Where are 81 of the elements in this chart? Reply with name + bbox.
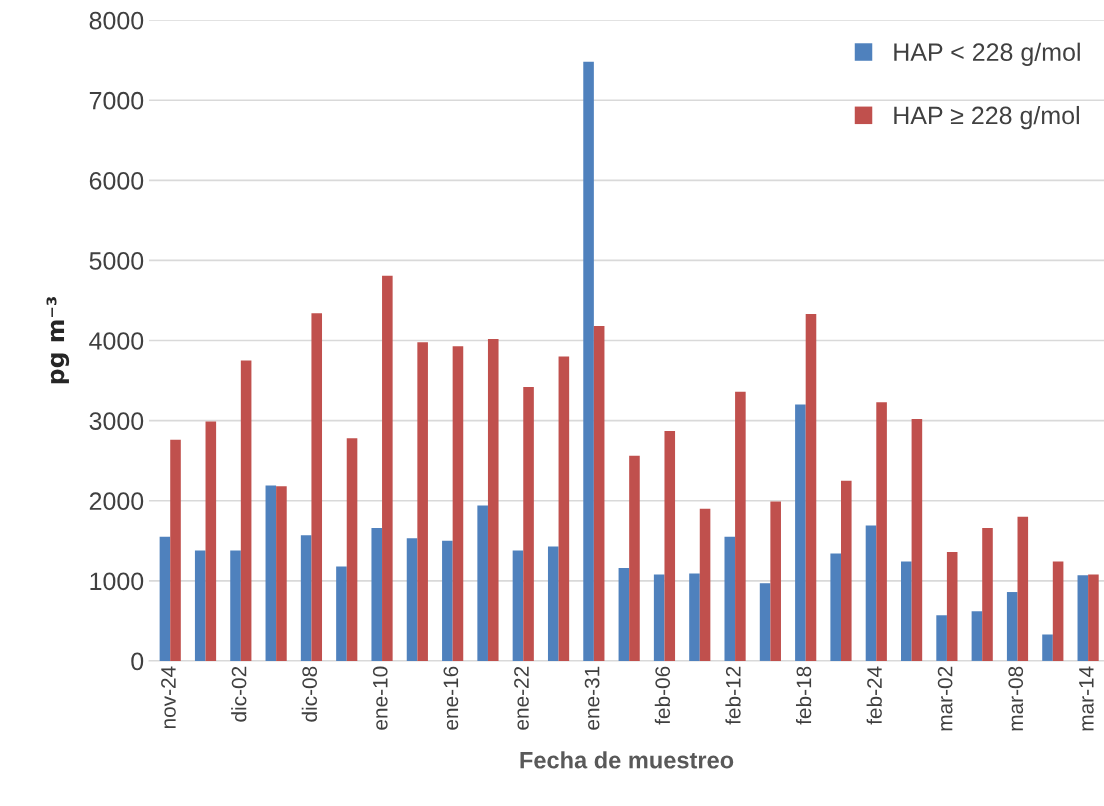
- x-tick-label: ene-31: [584, 666, 600, 730]
- bar: [699, 508, 711, 661]
- bar: [759, 583, 771, 661]
- y-tick-label: 1000: [90, 572, 144, 591]
- bar: [442, 540, 453, 661]
- x-tick-label: feb-12: [725, 666, 741, 725]
- bar: [770, 501, 781, 661]
- bar: [583, 61, 594, 661]
- y-tick-label: 0: [131, 652, 144, 671]
- bar: [205, 421, 217, 661]
- bar: [795, 404, 806, 661]
- bar: [629, 455, 640, 661]
- bar: [735, 391, 746, 661]
- bar: [840, 480, 852, 661]
- bar: [371, 527, 383, 661]
- bar: [593, 326, 605, 661]
- bar: [547, 546, 559, 661]
- y-tick-label: 4000: [89, 332, 144, 350]
- bar: [406, 538, 418, 661]
- bar: [159, 536, 171, 661]
- bar: [982, 527, 993, 661]
- bar: [194, 550, 206, 661]
- x-tick-label: ene-10: [372, 666, 388, 730]
- x-tick-label: mar-02: [937, 666, 953, 731]
- bar: [876, 402, 887, 661]
- bar: [346, 438, 358, 661]
- y-tick-label: 3000: [89, 412, 144, 430]
- bar: [865, 525, 877, 661]
- bar: [911, 419, 923, 661]
- x-axis-title: Fecha de muestreo: [520, 751, 734, 769]
- x-tick-label: feb-06: [654, 666, 671, 725]
- bar: [452, 346, 464, 661]
- bar: [830, 553, 841, 661]
- bar: [240, 360, 252, 661]
- x-tick-label: feb-18: [795, 666, 812, 725]
- x-tick-label: mar-08: [1008, 666, 1024, 731]
- legend-label: HAP ≥ 228 g/mol: [894, 105, 1079, 130]
- bar: [170, 439, 181, 661]
- bar: [1042, 634, 1053, 661]
- x-tick-label: dic-08: [301, 666, 318, 722]
- bar: [1052, 561, 1064, 661]
- bar: [276, 486, 287, 661]
- bar: [336, 566, 347, 661]
- y-tick-label: 8000: [89, 11, 144, 30]
- bar: [487, 338, 499, 661]
- bar: [946, 551, 958, 661]
- bar: [1088, 574, 1099, 661]
- x-tick-label: dic-02: [231, 666, 247, 722]
- bar: [971, 611, 983, 661]
- bar: [1017, 516, 1029, 661]
- bar: [382, 275, 393, 661]
- y-tick-label: 5000: [89, 252, 144, 270]
- y-axis-title: pg m⁻³: [46, 297, 70, 384]
- bar: [936, 615, 947, 661]
- bar: [724, 536, 736, 661]
- x-tick-label: mar-14: [1079, 666, 1094, 731]
- y-tick-label: 7000: [89, 91, 144, 110]
- y-tick-label: 6000: [89, 171, 144, 190]
- x-tick-label: nov-24: [161, 666, 176, 729]
- legend-label: HAP < 228 g/mol: [894, 42, 1080, 66]
- bar: [1006, 592, 1018, 661]
- bar: [664, 431, 676, 661]
- bar: [901, 561, 912, 661]
- bar: [618, 568, 630, 661]
- bar: [653, 574, 665, 661]
- bar: [417, 342, 428, 661]
- bar: [805, 314, 817, 661]
- x-tick-label: ene-22: [514, 666, 529, 730]
- y-tick-label: 2000: [89, 492, 144, 511]
- bar: [558, 356, 570, 661]
- x-tick-label: ene-16: [443, 666, 459, 730]
- bar: [311, 313, 323, 661]
- bar: [265, 485, 277, 661]
- bar: [512, 550, 524, 661]
- bar: [230, 550, 241, 661]
- bar: [523, 386, 534, 661]
- bar: [689, 573, 700, 661]
- x-tick-label: feb-24: [866, 666, 882, 725]
- bar: [300, 535, 312, 661]
- bar: [477, 505, 488, 661]
- bar: [1077, 575, 1089, 661]
